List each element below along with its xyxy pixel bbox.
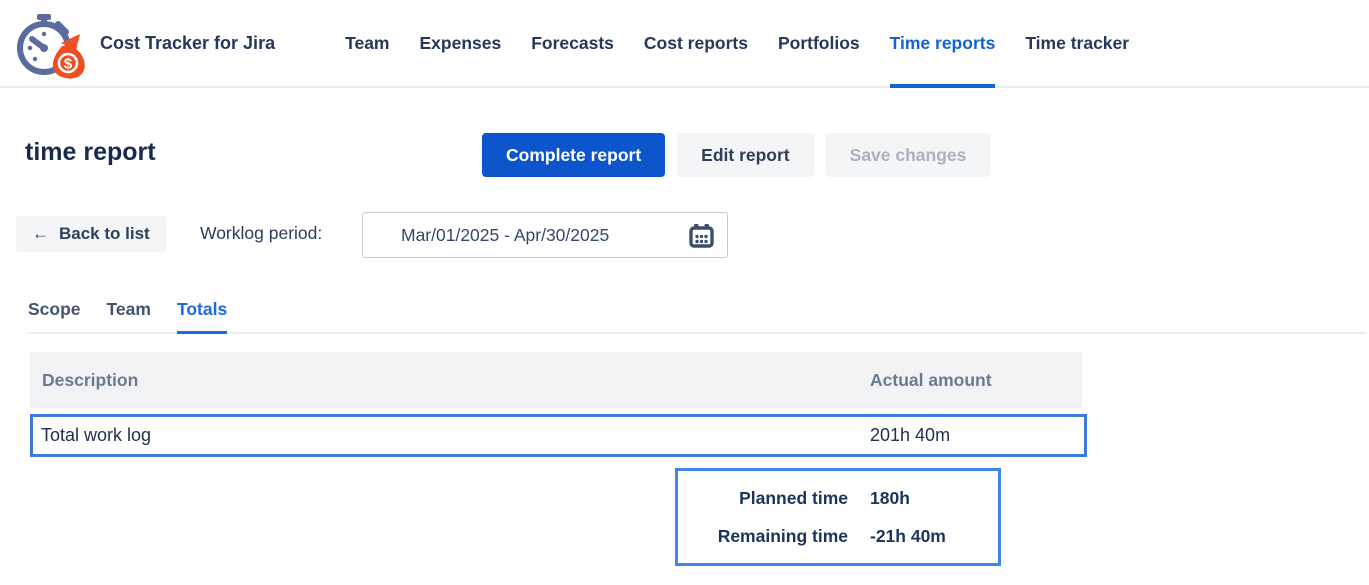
tab-totals[interactable]: Totals [176,294,228,334]
complete-report-button[interactable]: Complete report [482,133,666,177]
remaining-time-label: Remaining time [717,525,848,546]
planned-time-value: 180h [870,487,910,508]
nav-item-team[interactable]: Team [345,32,390,53]
back-to-list-button[interactable]: ← Back to list [16,216,166,252]
table-row-total-work-log[interactable]: Total work log 201h 40m [30,414,1087,457]
calendar-icon[interactable] [688,222,715,249]
nav-item-time-tracker[interactable]: Time tracker [1025,32,1130,53]
totals-table-header: Description Actual amount [30,352,1082,408]
column-header-actual-amount: Actual amount [870,369,992,390]
report-actions: Complete report Edit report Save changes [482,133,991,177]
nav-item-time-reports[interactable]: Time reports [889,0,995,88]
page-title: time report [25,138,156,166]
cost-tracker-logo-icon: $ [17,14,85,79]
nav-item-cost-reports[interactable]: Cost reports [643,32,748,53]
save-changes-button[interactable]: Save changes [825,133,991,177]
app-title: Cost Tracker for Jira [100,32,276,53]
main-nav: Team Expenses Forecasts Cost reports Por… [345,0,1130,88]
worklog-period-value: Mar/01/2025 - Apr/30/2025 [401,224,610,245]
tab-scope[interactable]: Scope [28,299,81,319]
worklog-period-input[interactable]: Mar/01/2025 - Apr/30/2025 [362,212,728,258]
edit-report-button[interactable]: Edit report [677,133,814,177]
nav-item-expenses[interactable]: Expenses [419,32,502,53]
dollar-glyph: $ [64,56,73,73]
report-tabs: Scope Team Totals [28,294,1366,334]
row-description: Total work log [41,425,152,445]
time-summary-box: Planned time 180h Remaining time -21h 40… [675,468,1001,566]
column-header-description: Description [42,369,139,390]
nav-item-forecasts[interactable]: Forecasts [531,32,614,53]
back-arrow-icon: ← [32,224,49,243]
top-navigation-bar: $ Cost Tracker for Jira Team Expenses Fo… [0,0,1369,88]
back-to-list-label: Back to list [59,224,150,243]
tab-team[interactable]: Team [106,299,151,319]
worklog-period-label: Worklog period: [200,223,323,243]
row-actual-amount: 201h 40m [870,425,951,445]
nav-item-portfolios[interactable]: Portfolios [777,32,860,53]
remaining-time-value: -21h 40m [870,525,946,546]
planned-time-label: Planned time [739,487,848,508]
